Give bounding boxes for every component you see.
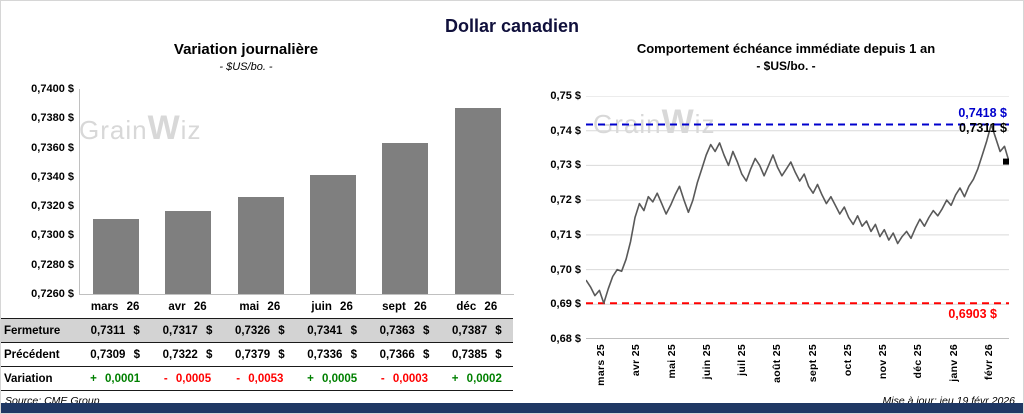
line-axis-month: août 25 <box>771 344 784 383</box>
bar-axis-tick: 0,7360 $ <box>31 141 74 154</box>
precedent-value: 0,7322 $ <box>151 342 224 367</box>
precedent-value: 0,7379 $ <box>223 342 296 367</box>
precedent-value: 0,7366 $ <box>368 342 441 367</box>
line-axis-tick: 0,71 $ <box>550 228 581 241</box>
line-chart-title: Comportement échéance immédiate depuis 1… <box>636 41 936 56</box>
watermark-text: iz <box>694 109 716 139</box>
line-axis-tick: 0,73 $ <box>550 159 581 172</box>
fermeture-value: 0,7387 $ <box>440 318 513 343</box>
page-title: Dollar canadien <box>444 16 580 36</box>
variation-value: + 0,0005 <box>295 366 369 391</box>
watermark-w: W <box>147 109 181 147</box>
price-line <box>586 123 1009 304</box>
row-label: Variation <box>1 366 79 391</box>
variation-value: - 0,0053 <box>223 366 296 391</box>
line-axis-month: juin 25 <box>700 344 713 380</box>
line-axis-tick: 0,68 $ <box>550 333 581 345</box>
watermark-text: iz <box>180 115 202 145</box>
bottom-accent-bar <box>1 403 1023 413</box>
line-axis-tick: 0,70 $ <box>550 263 581 276</box>
bar <box>454 108 501 294</box>
month-label: mai 26 <box>239 300 281 313</box>
line-axis-month: nov 25 <box>877 344 889 380</box>
last-price-label: 0,7311 $ <box>959 121 1007 135</box>
line-axis-month: mai 25 <box>665 344 678 379</box>
line-axis-month: avr 25 <box>630 344 643 377</box>
variation-value: + 0,0002 <box>440 366 513 391</box>
line-axis-month: juil 25 <box>736 344 748 376</box>
low-line-label: 0,6903 $ <box>948 307 997 321</box>
bar-axis-tick: 0,7300 $ <box>31 229 74 242</box>
watermark-w: W <box>661 103 695 141</box>
line-chart-plot <box>586 96 1009 339</box>
bar <box>310 175 357 294</box>
line-axis-month: févr 26 <box>982 344 995 380</box>
bar-axis-tick: 0,7400 $ <box>31 83 74 95</box>
month-label: sept 26 <box>382 300 427 313</box>
variation-value: - 0,0005 <box>151 366 224 391</box>
variation-value: + 0,0001 <box>79 366 152 391</box>
fermeture-value: 0,7326 $ <box>223 318 296 343</box>
line-axis-tick: 0,75 $ <box>550 90 581 102</box>
line-chart-subtitle: - $US/bo. - <box>756 59 816 73</box>
bar-axis-tick: 0,7320 $ <box>31 200 74 213</box>
line-axis-month: mars 25 <box>595 344 607 386</box>
month-label: déc 26 <box>456 300 498 313</box>
fermeture-value: 0,7317 $ <box>151 318 224 343</box>
line-axis-month: oct 25 <box>841 344 854 377</box>
month-label: mars 26 <box>90 300 140 313</box>
bar <box>93 219 140 294</box>
month-label: juin 26 <box>311 300 353 313</box>
variation-value: - 0,0003 <box>368 366 441 391</box>
precedent-value: 0,7385 $ <box>440 342 513 367</box>
row-label: Précédent <box>1 342 79 367</box>
precedent-value: 0,7336 $ <box>295 342 369 367</box>
bar-chart-plot <box>79 89 514 295</box>
line-axis-tick: 0,72 $ <box>550 194 581 207</box>
high-line-label: 0,7418 $ <box>958 106 1007 120</box>
fermeture-value: 0,7341 $ <box>295 318 369 343</box>
bar-axis-tick: 0,7260 $ <box>31 288 74 300</box>
bar <box>165 210 212 294</box>
fermeture-value: 0,7363 $ <box>368 318 441 343</box>
line-axis-month: déc 25 <box>912 344 925 379</box>
grainwiz-watermark: GrainWiz <box>79 111 201 147</box>
bar-axis-tick: 0,7380 $ <box>31 112 74 125</box>
month-label: avr 26 <box>168 300 207 313</box>
line-axis-tick: 0,69 $ <box>550 298 581 311</box>
bar-chart-subtitle: - $US/bo. - <box>219 61 273 73</box>
bar-axis-tick: 0,7280 $ <box>31 258 74 271</box>
row-label: Fermeture <box>1 318 79 343</box>
price-table: mars 26 avr 26 mai 26 juin 26 sept 26 déc 26 F… <box>1 295 513 391</box>
bar <box>237 197 284 294</box>
line-axis-month: janv 26 <box>947 344 960 382</box>
watermark-text: Grain <box>79 115 148 145</box>
bar <box>382 143 429 294</box>
bar-axis-tick: 0,7340 $ <box>31 170 74 183</box>
fermeture-value: 0,7311 $ <box>79 318 152 343</box>
precedent-value: 0,7309 $ <box>79 342 152 367</box>
line-axis-tick: 0,74 $ <box>550 124 581 137</box>
line-axis-month: sept 25 <box>806 344 819 383</box>
bar-chart-title: Variation journalière <box>173 41 319 58</box>
last-point-marker <box>1003 158 1009 165</box>
